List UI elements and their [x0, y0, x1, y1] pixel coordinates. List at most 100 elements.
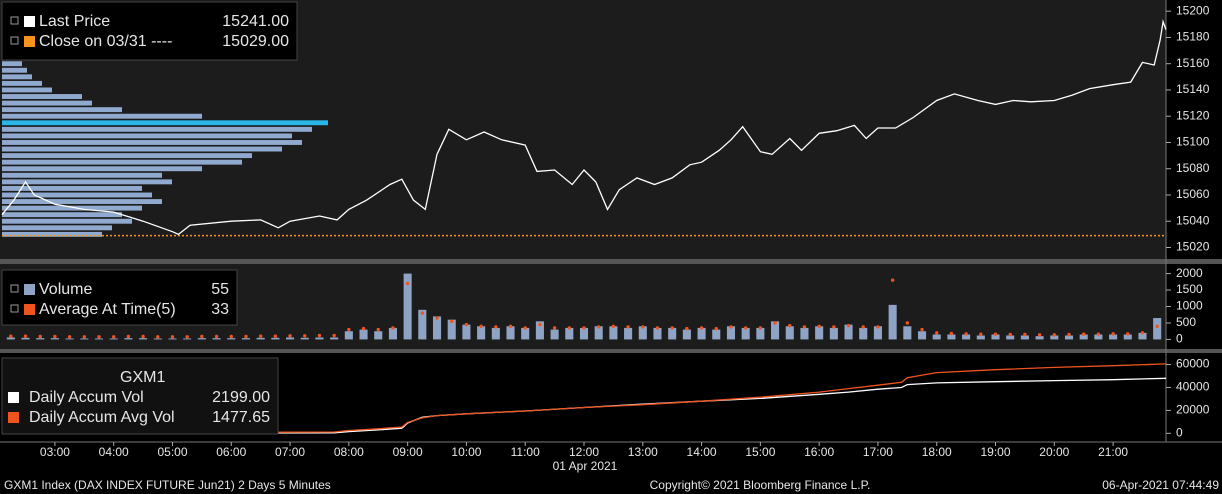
x-tick-label: 03:00: [40, 445, 70, 459]
dot: [435, 316, 439, 320]
dot: [1037, 333, 1042, 337]
bar: [21, 337, 30, 340]
legend-swatch: [24, 36, 35, 47]
dot: [347, 327, 351, 332]
y-tick-label: 15200: [1176, 3, 1210, 17]
profile-bar: [2, 67, 27, 73]
dot: [200, 334, 204, 339]
dot: [53, 334, 57, 339]
y-tick-label: 15160: [1176, 56, 1210, 70]
bar: [624, 327, 633, 340]
dot: [846, 323, 851, 328]
legend-swatch: [8, 412, 19, 423]
bar: [344, 331, 353, 340]
dot: [185, 335, 189, 339]
bar: [506, 326, 515, 340]
profile-bar: [2, 166, 202, 172]
profile-bar: [2, 80, 42, 86]
bar: [315, 337, 324, 340]
legend-swatch: [24, 284, 35, 295]
legend-box: [1, 269, 238, 326]
bar: [212, 338, 221, 340]
x-tick-label: 16:00: [804, 445, 834, 459]
dot: [288, 334, 292, 338]
bar: [550, 329, 559, 340]
dot: [1111, 332, 1115, 336]
y-tick-label: 15120: [1176, 108, 1210, 122]
dot: [655, 326, 660, 330]
dot: [685, 326, 689, 331]
dot: [1052, 333, 1057, 337]
x-tick-label: 10:00: [451, 445, 481, 459]
legend-label: Daily Accum Avg Vol: [29, 409, 175, 426]
legend-swatch: [24, 16, 35, 27]
dot: [391, 326, 395, 330]
profile-bar: [2, 179, 172, 185]
x-tick-label: 06:00: [216, 445, 246, 459]
dot: [23, 334, 28, 338]
legend-swatch: [24, 304, 35, 315]
dot: [861, 325, 865, 329]
bar: [432, 316, 442, 340]
dot: [949, 331, 954, 336]
bar: [579, 327, 589, 340]
y-tick-label: 1500: [1176, 282, 1203, 296]
dot: [788, 323, 792, 328]
bar: [300, 337, 309, 340]
bar: [976, 335, 985, 340]
profile-bar: [2, 212, 122, 218]
dot: [479, 324, 483, 328]
bar: [109, 338, 118, 340]
dot: [1008, 332, 1012, 337]
dot: [1096, 332, 1101, 336]
profile-bar: [2, 74, 32, 80]
bar: [241, 338, 251, 340]
x-tick-label: 04:00: [99, 445, 129, 459]
bar: [477, 326, 486, 340]
bar: [1035, 336, 1044, 340]
dot: [773, 321, 777, 325]
footer-left: GXM1 Index (DAX INDEX FUTURE Jun21) 2 Da…: [4, 478, 331, 492]
dot: [905, 321, 910, 325]
dot: [890, 278, 895, 282]
bar: [403, 273, 412, 340]
legend-box: [1, 1, 298, 61]
dot: [714, 326, 718, 331]
dot: [993, 332, 998, 336]
separator: [0, 259, 1222, 264]
legend-title: GXM1: [120, 369, 165, 386]
dot: [82, 335, 87, 339]
legend-icon: [10, 284, 19, 293]
dot: [508, 324, 513, 328]
legend-label: Last Price: [39, 13, 110, 30]
profile-bar: [2, 61, 22, 67]
bar: [638, 326, 647, 340]
legend-label: Average At Time(5): [39, 301, 176, 318]
profile-bar: [2, 113, 202, 119]
bar: [374, 331, 383, 340]
bar: [36, 338, 45, 340]
legend-value: 15241.00: [222, 13, 289, 30]
bar: [844, 324, 853, 340]
bar: [418, 309, 427, 340]
bar: [726, 326, 736, 340]
legend-box: [1, 357, 279, 435]
bar: [227, 338, 236, 340]
dot: [523, 326, 527, 330]
bar: [139, 338, 148, 340]
bar: [256, 337, 265, 340]
bar: [535, 321, 544, 340]
dot: [699, 326, 704, 330]
bar: [712, 329, 721, 340]
line-series: [1, 19, 1167, 236]
bar: [388, 327, 397, 340]
dot: [596, 325, 601, 329]
dot: [494, 325, 498, 329]
profile-bar: [2, 94, 82, 99]
bar: [462, 324, 471, 340]
dot: [361, 326, 366, 331]
bar: [800, 327, 809, 340]
bar: [153, 338, 162, 340]
bar: [771, 321, 780, 340]
